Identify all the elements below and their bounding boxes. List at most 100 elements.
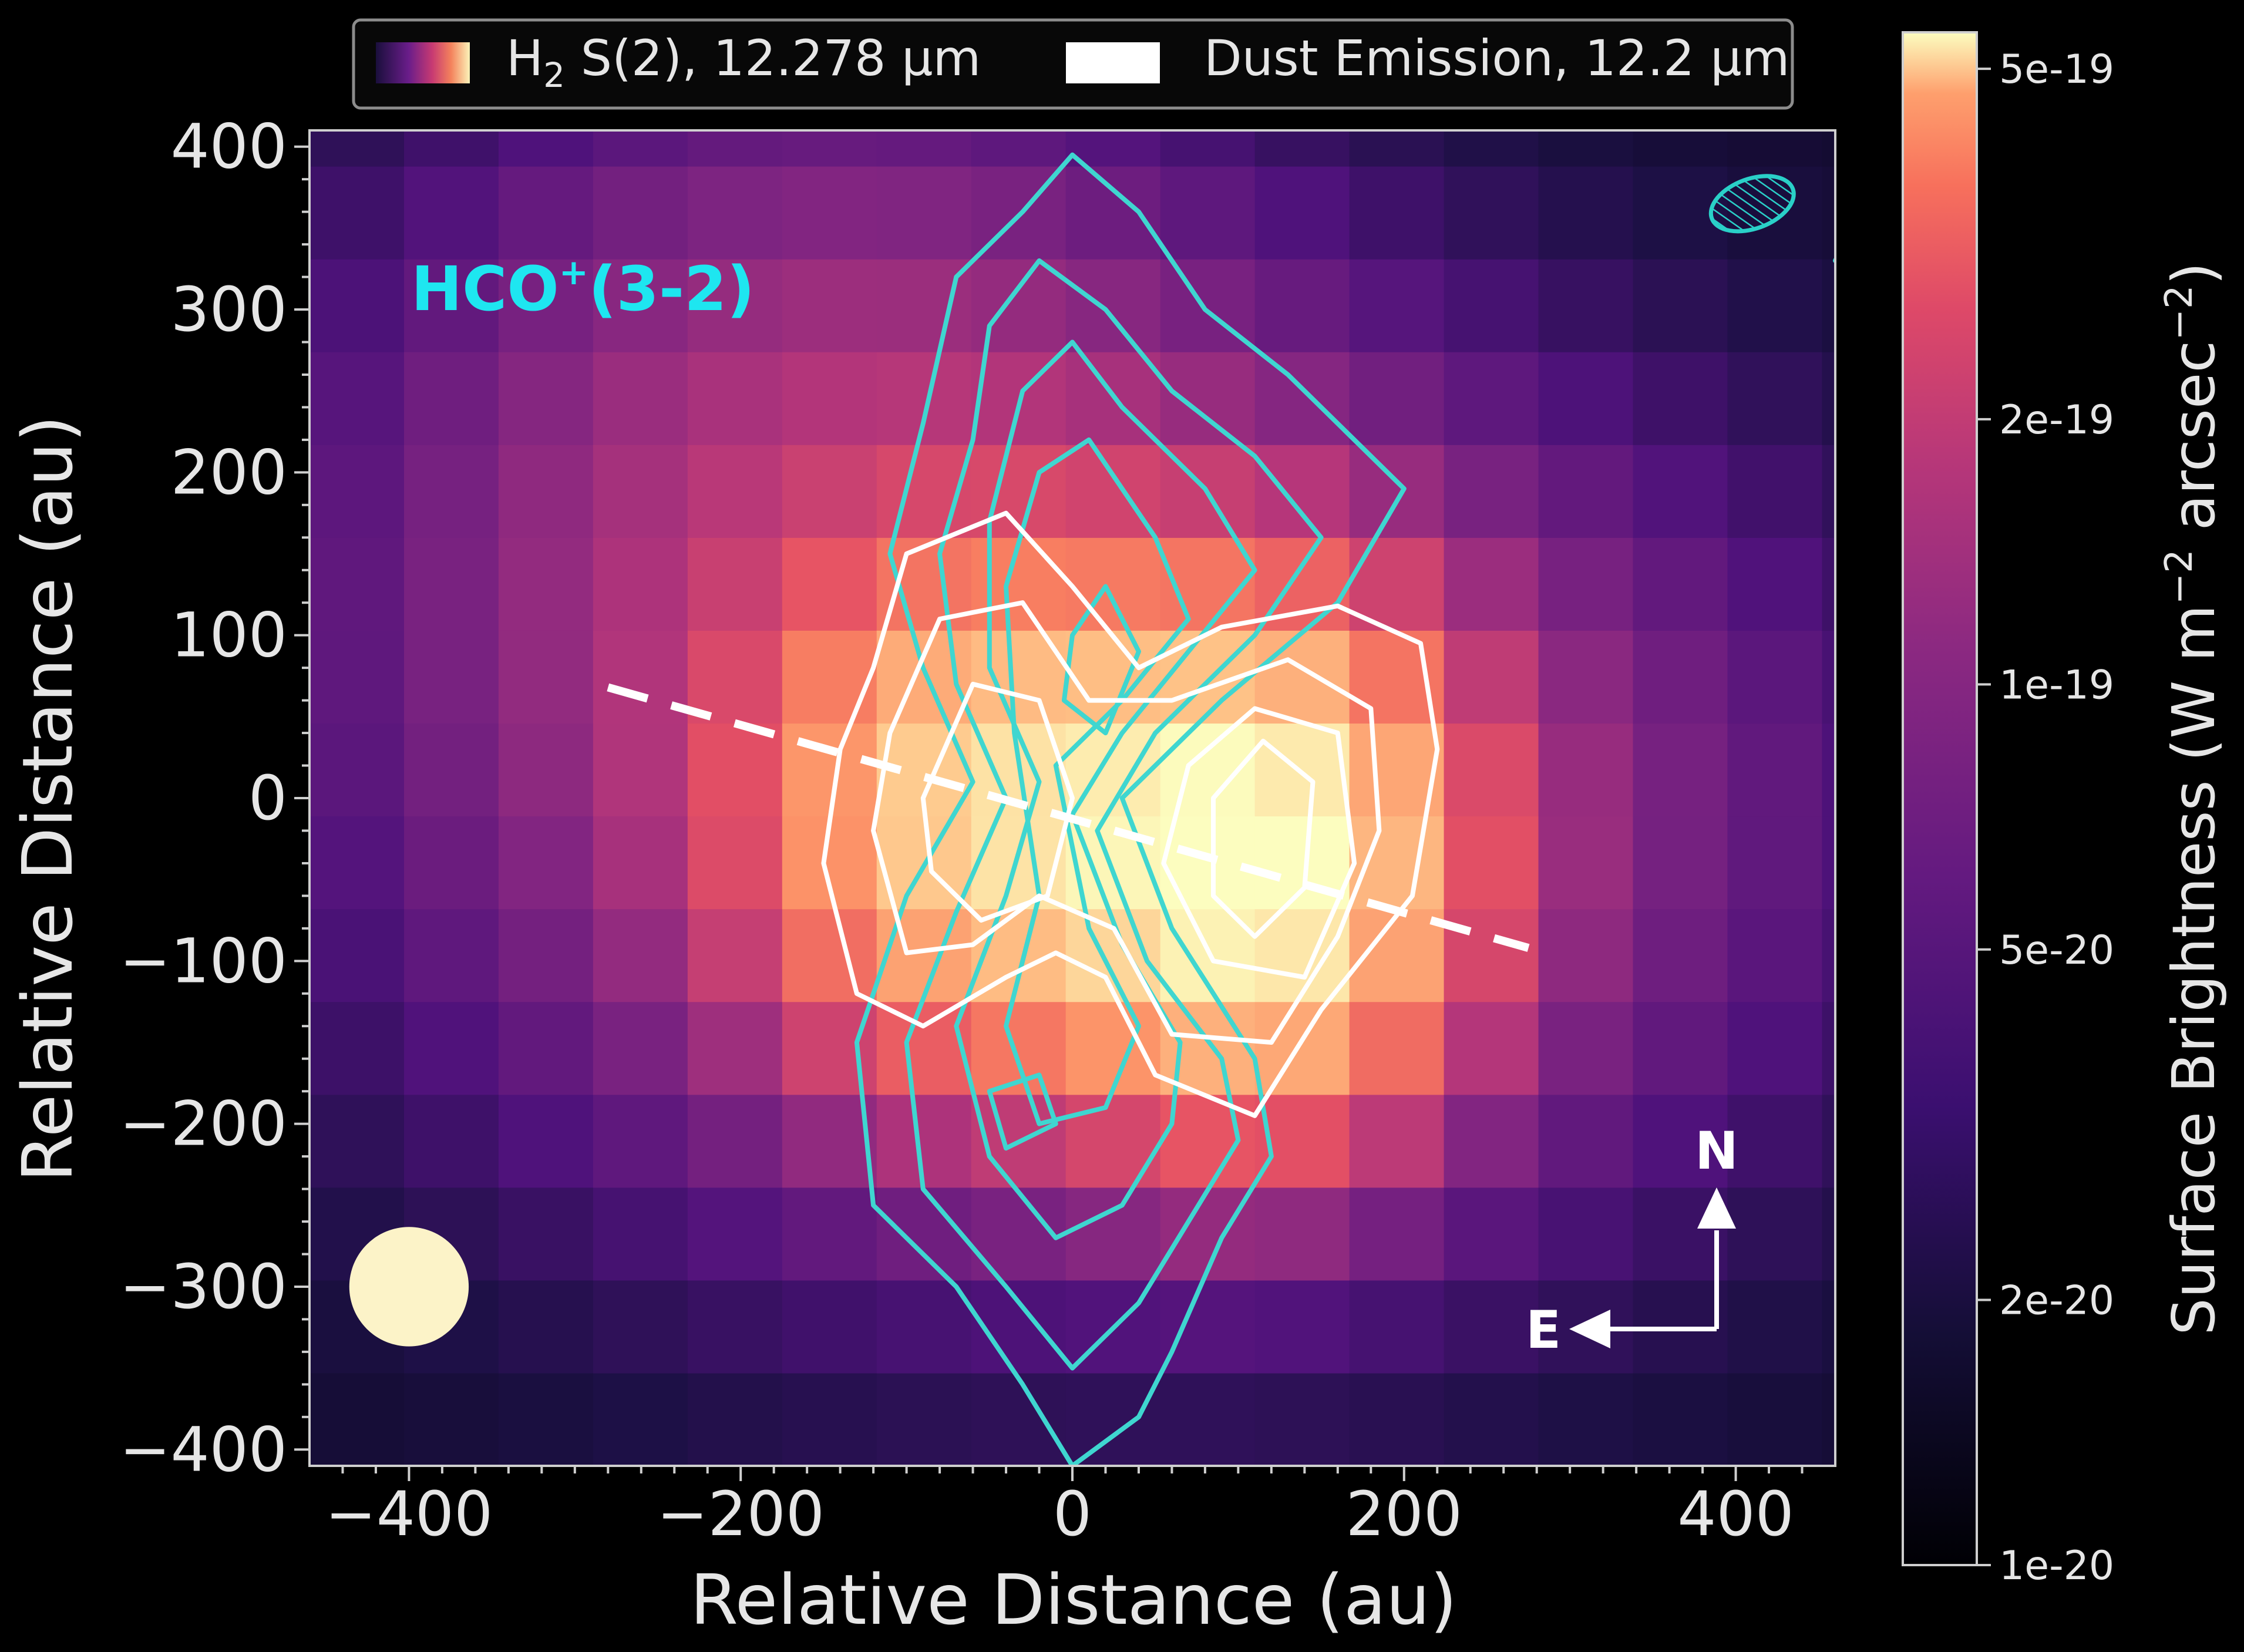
h2-map-pixel <box>782 1372 877 1466</box>
compass-east-label: E <box>1526 1300 1561 1360</box>
dust-contour <box>821 510 1440 1118</box>
h2-map-pixel <box>687 537 783 631</box>
h2-map-pixel <box>1065 1094 1161 1188</box>
h2-map-pixel <box>1349 259 1445 352</box>
h2-map-pixel <box>1160 1372 1256 1466</box>
h2-map-pixel <box>1727 1187 1823 1281</box>
h2-map-pixel <box>1160 352 1256 445</box>
h2-map-pixel <box>309 630 405 724</box>
h2-map-pixel <box>1822 1001 1835 1095</box>
h2-map-pixel <box>876 1187 972 1281</box>
h2-map-pixel <box>1538 130 1634 167</box>
h2-map-pixel <box>1538 352 1634 445</box>
h2-map-pixel <box>1160 130 1256 167</box>
x-tick-label: −400 <box>325 1478 493 1550</box>
h2-map-pixel <box>1822 166 1835 260</box>
h2-map-pixel <box>782 445 877 538</box>
h2-map-pixel <box>1538 1001 1634 1095</box>
h2-map-pixel <box>309 1372 405 1466</box>
h2-map-pixel <box>593 816 688 910</box>
h2-map-pixel <box>1822 816 1835 910</box>
h2-map-pixel <box>498 166 594 260</box>
h2-map-pixel <box>1349 816 1445 910</box>
hco-contour <box>1004 437 1191 1126</box>
h2-map-pixel <box>1633 816 1728 910</box>
h2-map-pixel <box>1349 166 1445 260</box>
h2-map-pixel <box>687 630 783 724</box>
h2-map-pixel <box>687 166 783 260</box>
h2-map-pixel <box>971 130 1067 167</box>
h2-map-pixel <box>1444 816 1539 910</box>
h2-map-pixel <box>1349 445 1445 538</box>
h2-map-pixel <box>309 130 405 167</box>
h2-map-pixel <box>1065 537 1161 631</box>
h2-beam-circle <box>349 1227 469 1347</box>
h2-map-pixel <box>1254 909 1350 1002</box>
h2-map-pixel <box>403 1372 499 1466</box>
h2-map-pixel <box>1349 1280 1445 1374</box>
h2-surface-brightness-map <box>309 130 1835 1466</box>
h2-map-pixel <box>593 259 688 352</box>
h2-map-pixel <box>309 1001 405 1095</box>
disk-axis-dashed-line <box>607 683 1530 952</box>
h2-map-pixel <box>403 816 499 910</box>
hco-annotation: HCO+(3-2) <box>411 252 755 325</box>
h2-map-pixel <box>1727 909 1823 1002</box>
legend-frame <box>352 18 1794 110</box>
h2-map-pixel <box>1727 723 1823 817</box>
h2-map-pixel <box>687 259 783 352</box>
h2-map-pixel <box>782 1094 877 1188</box>
h2-map-pixel <box>309 723 405 817</box>
h2-map-pixel <box>593 537 688 631</box>
h2-map-pixel <box>1444 130 1539 167</box>
legend-swatch-dust <box>1066 42 1160 83</box>
h2-map-pixel <box>782 166 877 260</box>
colorbar-tick-label: 2e-20 <box>1999 1278 2114 1324</box>
h2-map-pixel <box>1349 1001 1445 1095</box>
h2-map-pixel <box>593 352 688 445</box>
h2-map-pixel <box>1444 166 1539 260</box>
h2-map-pixel <box>1065 166 1161 260</box>
h2-map-pixel <box>309 816 405 910</box>
h2-map-pixel <box>1727 1001 1823 1095</box>
h2-map-pixel <box>403 352 499 445</box>
h2-map-pixel <box>782 1187 877 1281</box>
h2-map-pixel <box>1254 1001 1350 1095</box>
y-axis-ticks: −400 −300 −200 −100 0 100 200 300 400 <box>119 111 309 1485</box>
h2-map-pixel <box>403 537 499 631</box>
h2-map-pixel <box>498 1094 594 1188</box>
h2-map-pixel <box>498 259 594 352</box>
h2-map-pixel <box>1065 1001 1161 1095</box>
compass-north-label: N <box>1695 1121 1738 1181</box>
h2-map-pixel <box>1254 1187 1350 1281</box>
h2-map-pixel <box>403 1001 499 1095</box>
h2-map-pixel <box>782 352 877 445</box>
h2-map-pixel <box>687 816 783 910</box>
h2-map-pixel <box>403 166 499 260</box>
h2-map-pixel <box>1822 723 1835 817</box>
h2-map-pixel <box>876 166 972 260</box>
h2-map-pixel <box>1822 1280 1835 1374</box>
h2-map-pixel <box>1349 1094 1445 1188</box>
h2-map-pixel <box>498 1187 594 1281</box>
h2-map-pixel <box>971 816 1067 910</box>
h2-map-pixel <box>1160 166 1256 260</box>
colorbar-tick-label: 1e-19 <box>1999 662 2114 708</box>
h2-map-pixel <box>593 1094 688 1188</box>
h2-map-pixel <box>687 130 783 167</box>
h2-map-pixel <box>1633 723 1728 817</box>
hco-beam-ellipse <box>1708 174 1796 234</box>
h2-map-pixel <box>403 445 499 538</box>
north-arrow-icon <box>1697 1187 1736 1229</box>
h2-map-pixel <box>403 909 499 1002</box>
hco-contour <box>1061 584 1141 736</box>
y-tick-label: 400 <box>170 111 287 183</box>
legend: H2 S(2), 12.278 μm Dust Emission, 12.2 μ… <box>352 18 1794 110</box>
y-tick-label: −300 <box>119 1251 287 1323</box>
h2-map-pixel <box>1349 1187 1445 1281</box>
y-tick-label: −400 <box>119 1414 287 1485</box>
h2-map-pixel <box>593 1280 688 1374</box>
h2-map-pixel <box>593 1187 688 1281</box>
x-tick-label: −200 <box>657 1478 825 1550</box>
